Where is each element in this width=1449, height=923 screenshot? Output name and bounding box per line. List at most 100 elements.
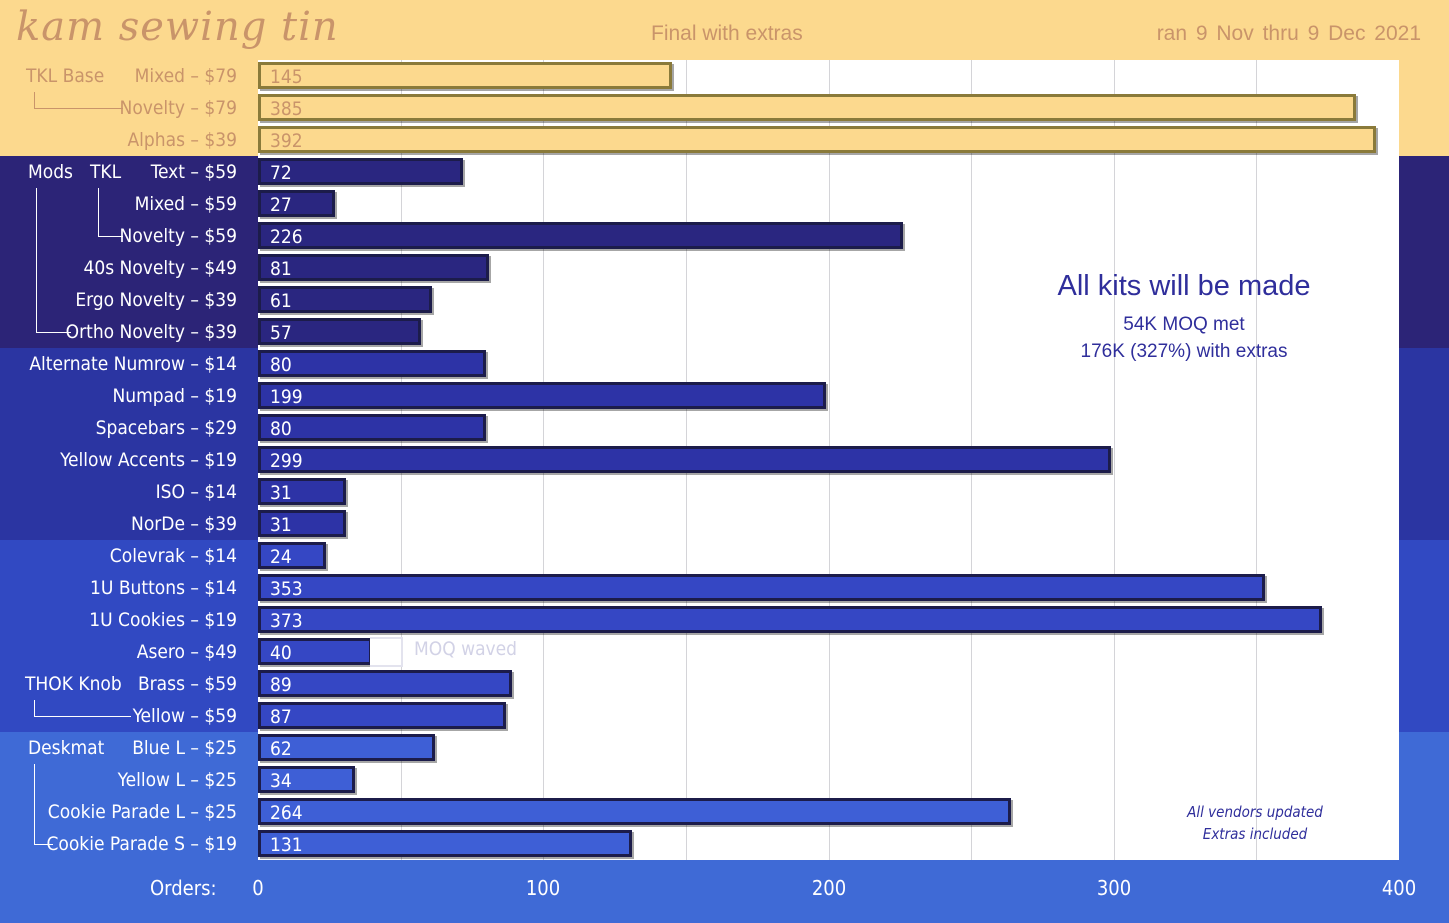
category-label: Mixed – $59 <box>134 193 237 215</box>
value-label: 72 <box>270 162 292 184</box>
bracket-tkl <box>98 188 123 237</box>
moq-waved-label: MOQ waved <box>414 638 518 660</box>
category-label: Cookie Parade S – $19 <box>46 833 237 855</box>
category-label: Alternate Numrow – $14 <box>29 353 237 375</box>
value-label: 31 <box>270 482 292 504</box>
bar <box>258 382 826 409</box>
x-tick-label: 200 <box>811 876 847 900</box>
bar <box>258 510 346 537</box>
bar <box>258 702 506 729</box>
value-label: 199 <box>270 386 303 408</box>
value-label: 57 <box>270 322 292 344</box>
category-label: Yellow L – $25 <box>117 769 237 791</box>
bar <box>258 158 463 185</box>
category-label: Spacebars – $29 <box>95 417 237 439</box>
category-label: Ergo Novelty – $39 <box>75 289 237 311</box>
value-label: 131 <box>270 834 303 856</box>
bar <box>258 414 486 441</box>
moq-annotation: 54K MOQ met 176K (327%) with extras <box>1040 311 1328 365</box>
bar <box>258 222 903 249</box>
category-label: 1U Cookies – $19 <box>89 609 237 631</box>
bar <box>258 798 1011 825</box>
category-label: Novelty – $59 <box>119 225 237 247</box>
bar <box>258 318 421 345</box>
bar <box>258 350 486 377</box>
bar <box>258 542 326 569</box>
bracket-thok-knob <box>34 700 131 717</box>
category-label: Yellow Accents – $19 <box>60 449 237 471</box>
extras-included-line: Extras included <box>1202 825 1308 843</box>
category-label: Cookie Parade L – $25 <box>47 801 237 823</box>
moq-line: 54K MOQ met <box>1123 314 1245 335</box>
value-label: 353 <box>270 578 303 600</box>
category-label: Ortho Novelty – $39 <box>65 321 237 343</box>
bar <box>258 606 1322 633</box>
x-tick-label: 300 <box>1096 876 1132 900</box>
value-label: 373 <box>270 610 303 632</box>
group-mods: Mods <box>28 161 73 183</box>
value-label: 31 <box>270 514 292 536</box>
bracket-mods <box>36 188 71 333</box>
bar <box>258 94 1356 121</box>
group-tkl-base: TKL Base <box>26 65 105 87</box>
value-label: 87 <box>270 706 292 728</box>
bar <box>258 286 432 313</box>
value-label: 24 <box>270 546 292 568</box>
value-label: 145 <box>270 66 303 88</box>
bar <box>258 638 372 665</box>
bracket-tkl-base <box>34 92 123 109</box>
x-axis-label: Orders: <box>150 876 217 900</box>
x-tick-label: 400 <box>1381 876 1417 900</box>
value-label: 27 <box>270 194 292 216</box>
bar <box>258 574 1265 601</box>
chart-title: kam sewing tin <box>16 4 339 50</box>
value-label: 62 <box>270 738 292 760</box>
bar <box>258 734 435 761</box>
value-label: 34 <box>270 770 292 792</box>
category-label: Text – $59 <box>150 161 237 183</box>
moq-waved-marker <box>370 637 403 667</box>
vendors-updated-line: All vendors updated <box>1187 803 1323 821</box>
group-deskmat: Deskmat <box>28 737 105 759</box>
bar <box>258 62 672 89</box>
value-label: 226 <box>270 226 303 248</box>
category-label: 40s Novelty – $49 <box>83 257 237 279</box>
bar <box>258 830 632 857</box>
chart-subtitle: Final with extras <box>651 22 803 45</box>
bar <box>258 446 1111 473</box>
category-label: Mixed – $79 <box>134 65 237 87</box>
bar <box>258 126 1376 153</box>
x-tick-label: 0 <box>252 876 264 900</box>
value-label: 392 <box>270 130 303 152</box>
bar <box>258 478 346 505</box>
bracket-deskmat <box>34 764 53 845</box>
bar <box>258 190 335 217</box>
gridline <box>1256 60 1257 860</box>
bar <box>258 766 355 793</box>
date-range: ran 9 Nov thru 9 Dec 2021 <box>1156 22 1421 45</box>
category-label: Blue L – $25 <box>132 737 237 759</box>
category-label: Brass – $59 <box>137 673 237 695</box>
value-label: 264 <box>270 802 303 824</box>
category-label: Asero – $49 <box>136 641 237 663</box>
value-label: 81 <box>270 258 292 280</box>
extras-line: 176K (327%) with extras <box>1080 341 1288 362</box>
category-label: Novelty – $79 <box>119 97 237 119</box>
group-thok-knob: THOK Knob <box>25 673 122 695</box>
category-label: 1U Buttons – $14 <box>90 577 237 599</box>
category-label: Alphas – $39 <box>127 129 237 151</box>
bar <box>258 670 512 697</box>
bar <box>258 254 489 281</box>
category-label: Yellow – $59 <box>132 705 237 727</box>
category-label: Colevrak – $14 <box>109 545 237 567</box>
value-label: 89 <box>270 674 292 696</box>
value-label: 61 <box>270 290 292 312</box>
value-label: 40 <box>270 642 292 664</box>
headline-annotation: All kits will be made <box>1057 270 1311 302</box>
value-label: 385 <box>270 98 303 120</box>
value-label: 80 <box>270 418 292 440</box>
category-label: ISO – $14 <box>155 481 237 503</box>
value-label: 299 <box>270 450 303 472</box>
vendor-note: All vendors updated Extras included <box>1150 801 1360 845</box>
